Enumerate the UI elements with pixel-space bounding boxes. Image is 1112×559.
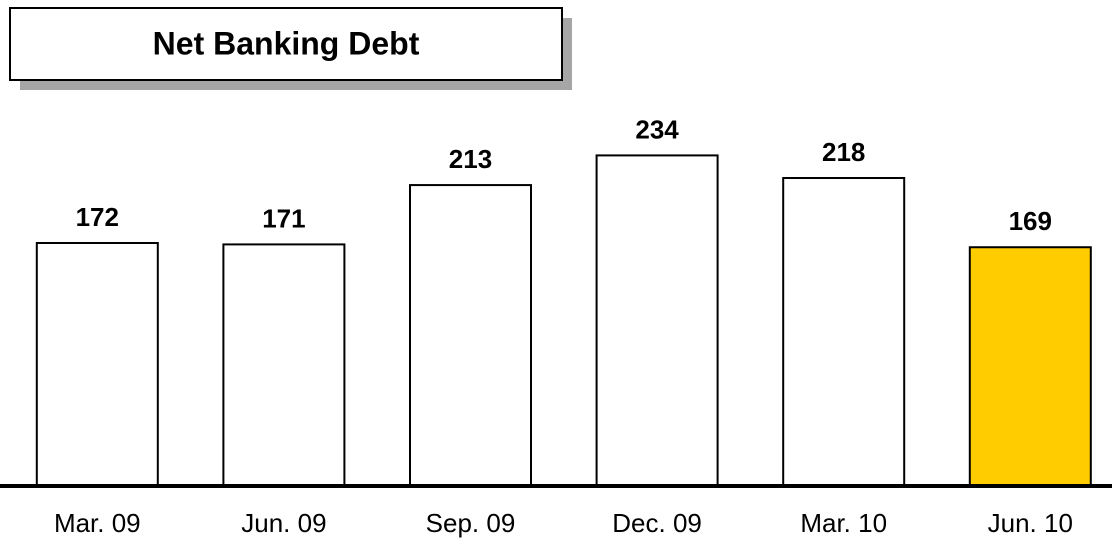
x-tick-label: Mar. 09 [54, 508, 141, 538]
bar [595, 154, 719, 487]
value-label: 172 [76, 202, 119, 232]
x-tick-label: Jun. 10 [988, 508, 1073, 538]
x-tick-label: Dec. 09 [612, 508, 702, 538]
bar [782, 177, 906, 487]
title-box [9, 7, 563, 81]
x-tick-label: Sep. 09 [426, 508, 516, 538]
bar [968, 246, 1092, 487]
x-tick-label: Jun. 09 [241, 508, 326, 538]
bar [409, 184, 532, 487]
bar [222, 243, 346, 487]
value-label: 218 [822, 137, 865, 167]
bar [35, 242, 159, 487]
value-label: 213 [449, 144, 492, 174]
x-tick-label: Mar. 10 [800, 508, 887, 538]
value-label: 171 [262, 203, 305, 233]
value-label: 234 [635, 114, 679, 144]
value-label: 169 [1009, 206, 1052, 236]
chart-title: Net Banking Debt [153, 25, 420, 61]
